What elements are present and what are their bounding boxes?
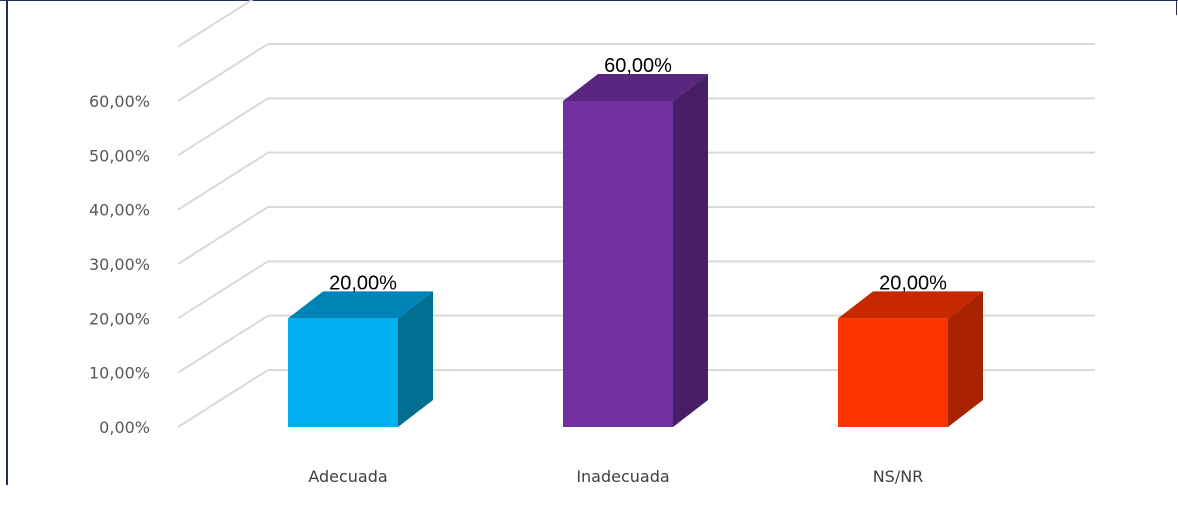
gridline-diagonal [177, 0, 254, 48]
bar-top-face [288, 291, 433, 319]
gridline-diagonal [177, 369, 269, 428]
y-tick-label: 40,00% [89, 201, 150, 220]
data-label: 20,00% [879, 272, 947, 294]
data-labels: 20,00% 60,00% 20,00% [329, 55, 947, 294]
data-label: 60,00% [604, 55, 672, 77]
frame-right-border [1176, 1, 1177, 15]
bar-top-face [563, 74, 708, 101]
y-tick-label: 30,00% [89, 255, 150, 274]
x-category-label: Inadecuada [576, 467, 669, 486]
gridline-diagonal [177, 314, 269, 374]
data-label: 20,00% [329, 272, 397, 294]
bar-side-face [948, 291, 983, 427]
frame-left-border [6, 1, 8, 485]
bar-front-face [838, 318, 948, 427]
bar-front-face [288, 318, 398, 427]
bar-front-face [563, 101, 673, 427]
x-category-label: Adecuada [308, 467, 387, 486]
bar-side-face [673, 74, 708, 427]
bar-ns-nr [838, 291, 983, 427]
y-tick-label: 20,00% [89, 309, 150, 328]
y-tick-label: 10,00% [89, 364, 150, 383]
y-tick-label: 50,00% [89, 146, 150, 165]
bar-top-face [838, 291, 983, 319]
y-tick-label: 60,00% [89, 92, 150, 111]
bar-adecuada [288, 291, 433, 427]
x-axis-categories: Adecuada Inadecuada NS/NR [308, 467, 923, 486]
y-axis-ticks: 0,00% 10,00% 20,00% 30,00% 40,00% 50,00% 60,00… [89, 92, 150, 437]
gridline-diagonal [177, 151, 269, 211]
bar-side-face [398, 291, 433, 427]
bars [288, 74, 983, 427]
gridline-diagonal [177, 97, 269, 157]
gridline-diagonal [177, 260, 269, 320]
x-category-label: NS/NR [873, 467, 924, 486]
gridline-diagonal [177, 43, 269, 102]
y-tick-label: 0,00% [99, 418, 150, 437]
bar-inadecuada [563, 74, 708, 427]
gridline-diagonal [177, 206, 269, 265]
